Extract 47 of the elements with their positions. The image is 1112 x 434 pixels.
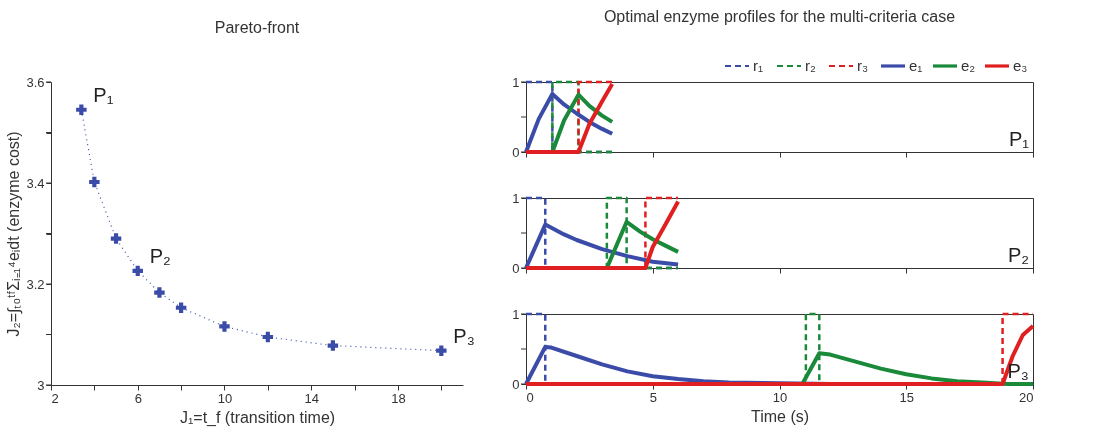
annotation: P₂: [1007, 244, 1029, 266]
point: [132, 265, 143, 277]
chart-title: Optimal enzyme profiles for the multi-criteria case: [603, 8, 956, 25]
y-tick-label: 1: [512, 190, 520, 206]
x-tick-label: 18: [391, 390, 406, 406]
chart-title: Pareto-front: [214, 19, 300, 36]
annotation: P₃: [453, 324, 475, 347]
y-tick-label: 0: [512, 144, 520, 160]
annotation: P₂: [149, 244, 171, 267]
x-tick-label: 0: [526, 389, 534, 405]
y-tick-label: 1: [512, 306, 520, 322]
y-tick-label: 3.6: [26, 74, 45, 90]
x-axis-title: Time (s): [750, 407, 810, 425]
legend-label: e₂: [961, 57, 976, 74]
y-tick-label: 3.4: [26, 175, 45, 191]
legend-label: e₁: [909, 57, 923, 74]
point: [154, 287, 165, 298]
y-tick-label: 3: [37, 377, 45, 393]
point: [110, 233, 122, 244]
annotation: P₁: [93, 83, 114, 106]
y-tick-label: 1: [512, 74, 520, 90]
x-tick-label: 10: [217, 390, 233, 406]
x-tick-label: 20: [1019, 389, 1034, 405]
point: [89, 176, 100, 188]
point: [76, 104, 87, 116]
x-tick-label: 10: [772, 389, 788, 405]
x-axis-title: J₁=t_f (transition time): [179, 408, 336, 427]
point: [175, 302, 187, 313]
y-tick-label: 0: [512, 260, 520, 276]
x-tick-label: 6: [134, 390, 142, 406]
legend-label: r₁: [753, 57, 764, 74]
x-tick-label: 5: [649, 389, 657, 405]
annotation: P₁: [1008, 128, 1030, 150]
x-tick-label: 15: [899, 389, 914, 405]
point: [436, 345, 447, 356]
point: [327, 340, 339, 351]
annotation: P₃: [1007, 360, 1029, 382]
point: [262, 331, 274, 343]
x-tick-label: 2: [51, 390, 59, 406]
legend-label: e₃: [1013, 57, 1028, 74]
y-tick-label: 0: [512, 376, 520, 392]
x-tick-label: 14: [304, 390, 319, 406]
legend-label: r₂: [805, 57, 816, 74]
y-axis-title: J₂=∫ₜ₀ᵗᶠΣᵢ₌₁⁴eᵢdt (enzyme cost): [5, 131, 24, 337]
point: [219, 321, 230, 332]
legend-label: r₃: [857, 57, 869, 74]
y-tick-label: 3.2: [26, 276, 45, 292]
